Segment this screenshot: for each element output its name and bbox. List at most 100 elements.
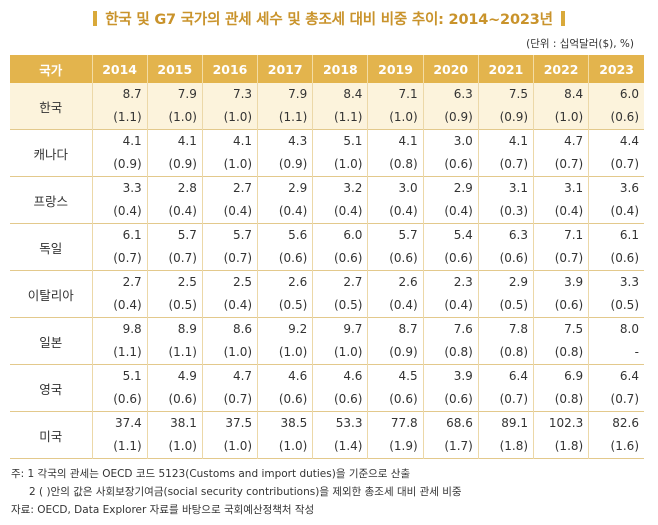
value-cell: 38.1 (1.0) — [146, 411, 203, 459]
revenue-value: 4.7 — [564, 134, 584, 148]
revenue-value: 4.6 — [288, 369, 308, 383]
country-name: 미국 — [39, 428, 63, 444]
revenue-value: 3.3 — [619, 275, 639, 289]
value-cell: 4.3 (0.9) — [257, 129, 313, 177]
revenue-value: 4.4 — [619, 134, 639, 148]
revenue-value: 7.9 — [177, 87, 197, 101]
revenue-value: 4.1 — [508, 134, 529, 148]
value-cell: 8.4 (1.1) — [312, 83, 368, 130]
revenue-value: 4.5 — [398, 369, 418, 383]
share-value: (1.0) — [223, 157, 253, 171]
country-name: 영국 — [39, 381, 63, 397]
revenue-value: 77.8 — [390, 416, 418, 430]
share-value: (0.5) — [499, 298, 529, 312]
value-cell: 3.1 (0.3) — [477, 176, 534, 224]
revenue-value: 7.5 — [508, 87, 529, 101]
value-cell: 6.1 (0.7) — [91, 223, 148, 271]
value-cell: 7.5 (0.8) — [533, 317, 589, 365]
revenue-value: 38.5 — [280, 416, 308, 430]
revenue-value: 9.2 — [288, 322, 308, 336]
revenue-value: 3.9 — [564, 275, 584, 289]
unit-label: (단위 : 십억달러($), %) — [526, 38, 634, 50]
revenue-value: 7.3 — [232, 87, 253, 101]
share-value: (0.6) — [554, 298, 584, 312]
value-cell: 9.2 (1.0) — [257, 317, 313, 365]
revenue-value: 6.0 — [343, 228, 363, 242]
value-cell: 7.5 (0.9) — [477, 83, 534, 130]
header-country: 국가 — [10, 55, 93, 83]
revenue-value: 5.6 — [288, 228, 308, 242]
figure-title: 한국 및 G7 국가의 관세 세수 및 총조세 대비 비중 추이: 2014~2… — [105, 11, 553, 28]
value-cell: 3.3 (0.4) — [91, 176, 148, 224]
value-cell: 3.9 (0.6) — [422, 364, 479, 412]
revenue-value: 8.9 — [177, 322, 197, 336]
value-cell: 7.6 (0.8) — [422, 317, 479, 365]
revenue-value: 37.4 — [114, 416, 142, 430]
value-cell: 3.1 (0.4) — [533, 176, 589, 224]
share-value: (0.5) — [278, 298, 308, 312]
value-cell: 4.5 (0.6) — [367, 364, 424, 412]
share-value: (1.1) — [113, 110, 142, 124]
value-cell: 5.7 (0.7) — [146, 223, 203, 271]
value-cell: 68.6 (1.7) — [422, 411, 479, 459]
revenue-value: 3.1 — [564, 181, 584, 195]
revenue-value: 6.9 — [564, 369, 584, 383]
revenue-value: 2.5 — [232, 275, 253, 289]
revenue-value: 3.0 — [453, 134, 473, 148]
revenue-value: 6.0 — [619, 87, 639, 101]
value-cell: 4.1 (0.7) — [477, 129, 534, 177]
share-value: (0.6) — [444, 251, 473, 265]
table-row: 영국 5.1 (0.6) 4.9 (0.6) 4.7 (0.7) 4.6 (0.6) 4.6 (0.… — [10, 364, 644, 412]
value-cell: 6.3 (0.9) — [422, 83, 479, 130]
value-cell: 4.6 (0.6) — [257, 364, 313, 412]
share-value: (0.7) — [223, 251, 253, 265]
value-cell: 7.8 (0.8) — [477, 317, 534, 365]
share-value: (0.6) — [334, 251, 363, 265]
revenue-value: 102.3 — [548, 416, 584, 430]
value-cell: 3.0 (0.4) — [367, 176, 424, 224]
value-cell: 5.4 (0.6) — [422, 223, 479, 271]
value-cell: 6.3 (0.6) — [477, 223, 534, 271]
revenue-value: 3.9 — [453, 369, 473, 383]
revenue-value: 2.7 — [232, 181, 253, 195]
note-1: 주: 1 각국의 관세는 OECD 코드 5123(Customs and im… — [11, 468, 411, 480]
value-cell: 6.9 (0.8) — [533, 364, 589, 412]
share-value: (0.4) — [389, 204, 418, 218]
revenue-value: 2.5 — [177, 275, 197, 289]
table-row: 미국 37.4 (1.1) 38.1 (1.0) 37.5 (1.0) 38.5 (1.0) 53… — [10, 411, 644, 459]
share-value: (0.9) — [168, 157, 197, 171]
revenue-value: 6.4 — [619, 369, 639, 383]
value-cell: 4.9 (0.6) — [146, 364, 203, 412]
revenue-value: 7.5 — [564, 322, 584, 336]
revenue-value: 2.9 — [288, 181, 308, 195]
revenue-value: 7.8 — [508, 322, 529, 336]
header-year: 2016 — [201, 55, 258, 83]
value-cell: 4.6 (0.6) — [312, 364, 368, 412]
share-value: (1.0) — [223, 439, 253, 453]
country-name: 이탈리아 — [27, 287, 74, 303]
value-cell: 37.5 (1.0) — [201, 411, 258, 459]
revenue-value: 5.7 — [177, 228, 197, 242]
value-cell: 4.1 (0.9) — [91, 129, 148, 177]
value-cell: 4.7 (0.7) — [201, 364, 258, 412]
share-value: (0.9) — [113, 157, 142, 171]
value-cell: 7.1 (1.0) — [367, 83, 424, 130]
share-value: (0.7) — [499, 392, 529, 406]
revenue-value: 5.7 — [398, 228, 418, 242]
share-value: (0.4) — [168, 204, 197, 218]
revenue-value: 6.1 — [619, 228, 639, 242]
table-row: 일본 9.8 (1.1) 8.9 (1.1) 8.6 (1.0) 9.2 (1.0) 9.7 (1.… — [10, 317, 644, 365]
value-cell: 8.9 (1.1) — [146, 317, 203, 365]
revenue-value: 5.4 — [453, 228, 473, 242]
value-cell: 8.6 (1.0) — [201, 317, 258, 365]
footnotes: 주: 1 각국의 관세는 OECD 코드 5123(Customs and im… — [11, 465, 462, 519]
share-value: (0.4) — [334, 204, 363, 218]
share-value: (0.9) — [444, 110, 473, 124]
revenue-value: 3.3 — [122, 181, 142, 195]
revenue-value: 4.6 — [343, 369, 363, 383]
share-value: (0.4) — [444, 204, 473, 218]
value-cell: 6.0 (0.6) — [588, 83, 644, 130]
source-note: 자료: OECD, Data Explorer 자료를 바탕으로 국회예산정책처… — [11, 504, 315, 516]
revenue-value: 8.6 — [232, 322, 253, 336]
title-row: 한국 및 G7 국가의 관세 세수 및 총조세 대비 비중 추이: 2014~2… — [0, 6, 658, 30]
